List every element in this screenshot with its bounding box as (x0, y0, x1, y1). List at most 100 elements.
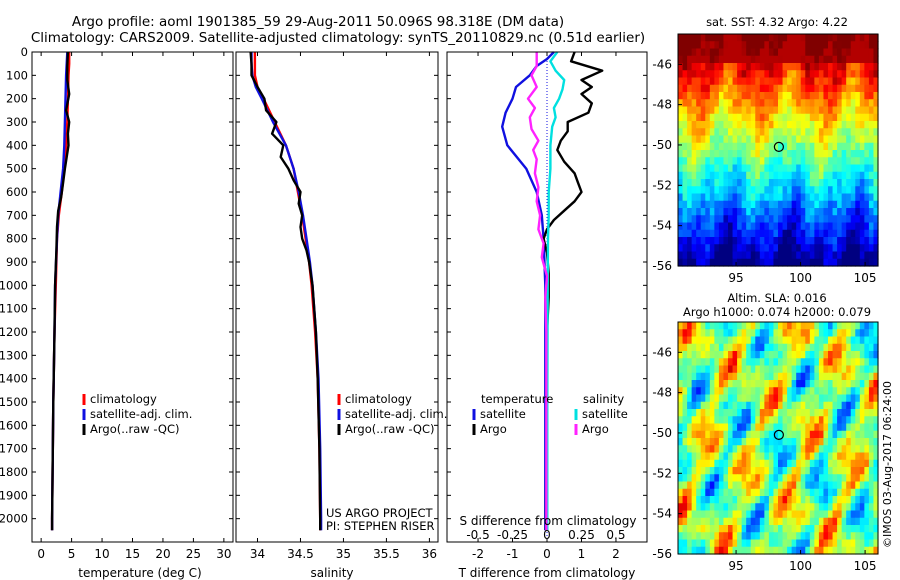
map-cell (828, 365, 834, 374)
map-cell (732, 84, 738, 93)
map-cell (823, 525, 829, 533)
map-cell (778, 150, 784, 158)
map-cell (864, 532, 870, 541)
map-cell (787, 70, 793, 79)
map-cell (832, 157, 838, 166)
map-cell (823, 532, 829, 541)
map-cell (800, 394, 806, 403)
map-cell (691, 171, 697, 180)
map-cell (868, 387, 875, 396)
map-cell (818, 438, 825, 446)
map-cell (782, 459, 788, 468)
map-cell (868, 394, 875, 403)
map-cell (728, 387, 734, 396)
map-cell (828, 546, 834, 555)
map-cell (800, 70, 806, 79)
map-cell (682, 70, 688, 79)
map-cell (864, 41, 870, 50)
map-cell (782, 244, 788, 253)
map-frame (677, 321, 879, 555)
map-cell (773, 488, 779, 497)
map-cell (832, 237, 838, 245)
map-cell (859, 229, 865, 238)
map-cell (841, 546, 847, 555)
map-cell (755, 77, 761, 86)
map-cell (873, 365, 879, 374)
map-cell (805, 539, 811, 548)
map-cell (709, 121, 715, 129)
map-cell (728, 423, 734, 432)
map-cell (828, 336, 834, 345)
map-cell (832, 322, 838, 330)
map-cell (682, 106, 688, 115)
map-cell (773, 459, 779, 468)
map-cell (773, 438, 779, 446)
map-cell (732, 423, 738, 432)
map-cell (705, 41, 711, 50)
map-cell (746, 423, 752, 432)
map-cell (682, 401, 688, 410)
map-cell (823, 41, 829, 50)
map-cell (709, 532, 715, 541)
map-cell (837, 351, 843, 359)
map-cell (682, 229, 688, 238)
map-cell (773, 150, 779, 158)
map-cell (755, 525, 761, 533)
map-cell (700, 329, 706, 338)
map-cell (800, 150, 806, 158)
map-cell (682, 157, 688, 166)
map-cell (746, 99, 752, 108)
map-cell (832, 438, 838, 446)
map-cell (841, 92, 847, 100)
map-cell (728, 365, 734, 374)
map-cell (759, 70, 765, 79)
map-cell (691, 55, 697, 64)
map-cell (755, 409, 761, 417)
map-cell (800, 532, 806, 541)
map-cell (850, 84, 856, 93)
map-cell (787, 92, 793, 100)
map-cell (709, 358, 715, 367)
map-cell (782, 488, 788, 497)
map-cell (823, 179, 829, 187)
map-cell (873, 452, 879, 461)
map-cell (723, 496, 729, 504)
map-cell (837, 229, 843, 238)
map-cell (800, 322, 806, 330)
map-cell (791, 496, 797, 504)
map-cell (846, 380, 852, 388)
map-cell (850, 329, 856, 338)
map-cell (759, 157, 765, 166)
map-cell (709, 351, 715, 359)
map-cell (837, 380, 843, 388)
map-cell (764, 164, 770, 173)
map-cell (696, 423, 702, 432)
map-cell (778, 128, 784, 137)
map-cell (714, 394, 720, 403)
map-cell (814, 157, 820, 166)
map-cell (864, 121, 870, 129)
map-cell (873, 41, 879, 50)
map-cell (805, 99, 811, 108)
map-cell (714, 128, 720, 137)
map-cell (682, 416, 688, 425)
map-cell (728, 106, 734, 115)
map-cell (741, 142, 747, 151)
map-cell (750, 99, 756, 108)
x-top-tick-label: 0.25 (568, 528, 595, 542)
map-cell (687, 423, 693, 432)
map-cell (818, 452, 825, 461)
map-cell (814, 539, 820, 548)
map-cell (737, 467, 743, 475)
map-cell (823, 401, 829, 410)
map-frame (677, 33, 879, 267)
map-cell (859, 510, 865, 519)
map-cell (764, 55, 770, 64)
map-cell (746, 401, 752, 410)
map-cell (705, 215, 711, 224)
map-cell (850, 229, 856, 238)
map-cell (778, 222, 784, 231)
map-cell (873, 128, 879, 137)
map-cell (796, 92, 802, 100)
map-cell (800, 63, 806, 71)
